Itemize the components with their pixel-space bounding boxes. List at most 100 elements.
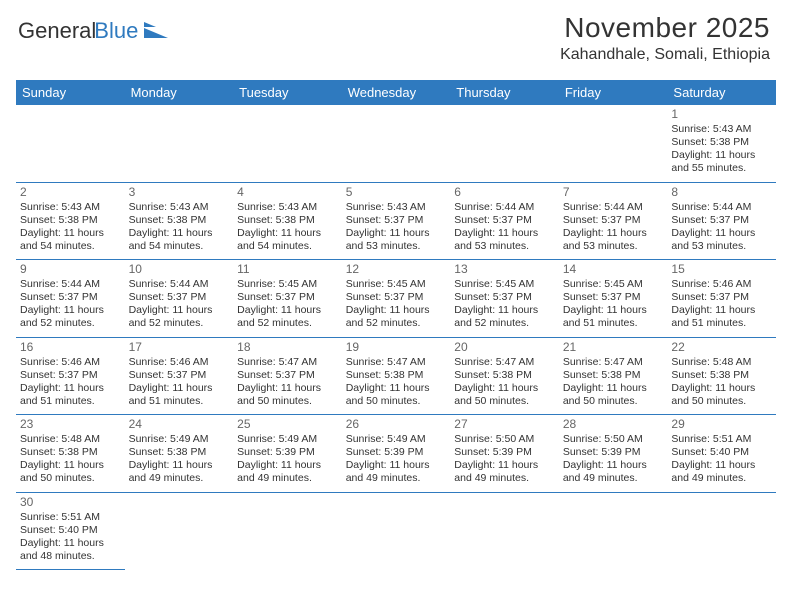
- calendar-cell: 24Sunrise: 5:49 AMSunset: 5:38 PMDayligh…: [125, 415, 234, 493]
- day-dl1: Daylight: 11 hours: [671, 304, 772, 317]
- day-sunset: Sunset: 5:39 PM: [346, 446, 447, 459]
- day-sunrise: Sunrise: 5:46 AM: [20, 356, 121, 369]
- calendar-cell: 14Sunrise: 5:45 AMSunset: 5:37 PMDayligh…: [559, 260, 668, 338]
- day-sunset: Sunset: 5:38 PM: [671, 136, 772, 149]
- day-sunset: Sunset: 5:37 PM: [20, 291, 121, 304]
- day-dl2: and 55 minutes.: [671, 162, 772, 175]
- day-number: 18: [237, 340, 338, 355]
- day-sunset: Sunset: 5:37 PM: [671, 291, 772, 304]
- day-number: 26: [346, 417, 447, 432]
- calendar-cell: 11Sunrise: 5:45 AMSunset: 5:37 PMDayligh…: [233, 260, 342, 338]
- day-sunrise: Sunrise: 5:43 AM: [129, 201, 230, 214]
- day-number: 8: [671, 185, 772, 200]
- day-sunset: Sunset: 5:38 PM: [454, 369, 555, 382]
- weekday-sat: Saturday: [667, 80, 776, 105]
- day-sunrise: Sunrise: 5:45 AM: [237, 278, 338, 291]
- day-sunrise: Sunrise: 5:47 AM: [454, 356, 555, 369]
- day-dl2: and 50 minutes.: [563, 395, 664, 408]
- calendar-cell-empty: [233, 105, 342, 183]
- day-number: 30: [20, 495, 121, 510]
- day-dl1: Daylight: 11 hours: [563, 459, 664, 472]
- day-sunset: Sunset: 5:37 PM: [237, 369, 338, 382]
- calendar-grid: 1Sunrise: 5:43 AMSunset: 5:38 PMDaylight…: [16, 105, 776, 570]
- day-dl2: and 51 minutes.: [129, 395, 230, 408]
- calendar-cell: 15Sunrise: 5:46 AMSunset: 5:37 PMDayligh…: [667, 260, 776, 338]
- day-number: 21: [563, 340, 664, 355]
- day-dl1: Daylight: 11 hours: [237, 459, 338, 472]
- day-number: 20: [454, 340, 555, 355]
- day-sunrise: Sunrise: 5:51 AM: [20, 511, 121, 524]
- day-dl1: Daylight: 11 hours: [129, 227, 230, 240]
- day-dl2: and 49 minutes.: [671, 472, 772, 485]
- day-dl1: Daylight: 11 hours: [346, 459, 447, 472]
- day-dl1: Daylight: 11 hours: [129, 459, 230, 472]
- day-sunset: Sunset: 5:39 PM: [563, 446, 664, 459]
- day-sunset: Sunset: 5:38 PM: [129, 446, 230, 459]
- day-sunset: Sunset: 5:37 PM: [563, 214, 664, 227]
- day-sunset: Sunset: 5:38 PM: [671, 369, 772, 382]
- day-dl1: Daylight: 11 hours: [237, 382, 338, 395]
- calendar-cell: 1Sunrise: 5:43 AMSunset: 5:38 PMDaylight…: [667, 105, 776, 183]
- day-dl2: and 51 minutes.: [20, 395, 121, 408]
- day-dl1: Daylight: 11 hours: [20, 304, 121, 317]
- day-dl2: and 54 minutes.: [20, 240, 121, 253]
- day-sunset: Sunset: 5:37 PM: [563, 291, 664, 304]
- day-dl1: Daylight: 11 hours: [237, 304, 338, 317]
- day-sunset: Sunset: 5:39 PM: [454, 446, 555, 459]
- day-dl1: Daylight: 11 hours: [671, 149, 772, 162]
- calendar-cell-empty: [450, 105, 559, 183]
- day-dl1: Daylight: 11 hours: [671, 459, 772, 472]
- calendar-cell: 29Sunrise: 5:51 AMSunset: 5:40 PMDayligh…: [667, 415, 776, 493]
- day-dl1: Daylight: 11 hours: [237, 227, 338, 240]
- day-dl2: and 48 minutes.: [20, 550, 121, 563]
- day-dl2: and 51 minutes.: [563, 317, 664, 330]
- day-dl2: and 50 minutes.: [671, 395, 772, 408]
- day-sunset: Sunset: 5:38 PM: [346, 369, 447, 382]
- calendar-cell: 23Sunrise: 5:48 AMSunset: 5:38 PMDayligh…: [16, 415, 125, 493]
- day-dl2: and 52 minutes.: [237, 317, 338, 330]
- day-number: 9: [20, 262, 121, 277]
- day-dl1: Daylight: 11 hours: [20, 227, 121, 240]
- day-sunset: Sunset: 5:37 PM: [129, 291, 230, 304]
- day-sunrise: Sunrise: 5:46 AM: [671, 278, 772, 291]
- day-sunrise: Sunrise: 5:47 AM: [346, 356, 447, 369]
- calendar-cell: 18Sunrise: 5:47 AMSunset: 5:37 PMDayligh…: [233, 338, 342, 416]
- day-number: 5: [346, 185, 447, 200]
- day-sunset: Sunset: 5:38 PM: [129, 214, 230, 227]
- day-sunset: Sunset: 5:37 PM: [129, 369, 230, 382]
- day-dl2: and 50 minutes.: [20, 472, 121, 485]
- day-sunrise: Sunrise: 5:48 AM: [20, 433, 121, 446]
- calendar-cell-empty: [342, 493, 451, 571]
- logo-text-1: General: [18, 18, 96, 44]
- calendar-cell: 21Sunrise: 5:47 AMSunset: 5:38 PMDayligh…: [559, 338, 668, 416]
- day-sunrise: Sunrise: 5:45 AM: [454, 278, 555, 291]
- day-dl1: Daylight: 11 hours: [129, 382, 230, 395]
- logo-text-2: Blue: [94, 18, 138, 44]
- day-number: 14: [563, 262, 664, 277]
- day-dl2: and 52 minutes.: [346, 317, 447, 330]
- day-dl2: and 51 minutes.: [671, 317, 772, 330]
- day-sunset: Sunset: 5:39 PM: [237, 446, 338, 459]
- day-dl1: Daylight: 11 hours: [454, 304, 555, 317]
- day-dl2: and 53 minutes.: [563, 240, 664, 253]
- day-sunrise: Sunrise: 5:43 AM: [20, 201, 121, 214]
- day-sunset: Sunset: 5:37 PM: [346, 291, 447, 304]
- day-number: 28: [563, 417, 664, 432]
- day-sunrise: Sunrise: 5:48 AM: [671, 356, 772, 369]
- page-title: November 2025: [560, 12, 770, 44]
- day-dl1: Daylight: 11 hours: [563, 304, 664, 317]
- calendar-cell: 26Sunrise: 5:49 AMSunset: 5:39 PMDayligh…: [342, 415, 451, 493]
- day-dl1: Daylight: 11 hours: [20, 382, 121, 395]
- day-dl2: and 50 minutes.: [454, 395, 555, 408]
- day-sunrise: Sunrise: 5:50 AM: [563, 433, 664, 446]
- day-sunset: Sunset: 5:37 PM: [20, 369, 121, 382]
- day-sunrise: Sunrise: 5:50 AM: [454, 433, 555, 446]
- day-dl2: and 49 minutes.: [346, 472, 447, 485]
- day-sunset: Sunset: 5:40 PM: [20, 524, 121, 537]
- day-sunset: Sunset: 5:38 PM: [20, 446, 121, 459]
- weekday-wed: Wednesday: [342, 80, 451, 105]
- calendar-cell-empty: [342, 105, 451, 183]
- day-number: 22: [671, 340, 772, 355]
- day-sunrise: Sunrise: 5:47 AM: [237, 356, 338, 369]
- day-sunset: Sunset: 5:37 PM: [454, 291, 555, 304]
